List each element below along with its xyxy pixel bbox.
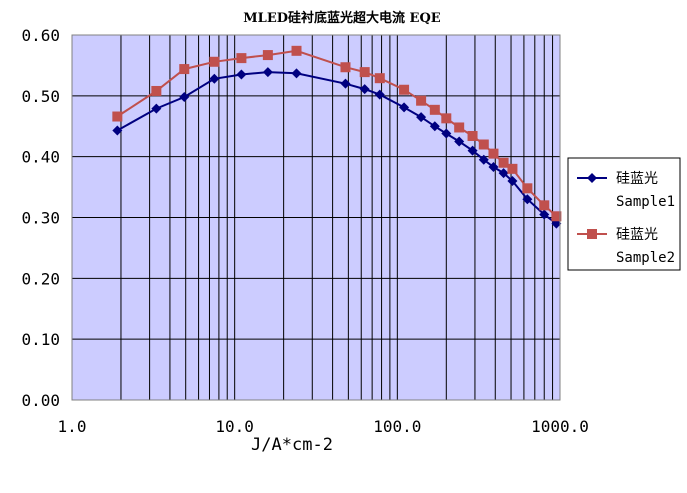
series-1 [112, 67, 562, 229]
data-point [209, 56, 220, 67]
legend-label: Sample1 [616, 194, 675, 210]
data-point [374, 89, 385, 100]
data-point [112, 125, 123, 136]
data-point [112, 111, 123, 122]
y-axis-ticks: 0.00 0.10 0.20 0.30 0.40 0.50 0.60 [21, 26, 60, 410]
data-point [467, 145, 478, 156]
gridlines [72, 35, 560, 400]
legend-box [567, 157, 681, 271]
series-layer [112, 45, 562, 229]
y-tick-label: 0.60 [21, 26, 60, 45]
legend-marker [587, 173, 597, 183]
plot-frame [71, 34, 561, 401]
x-tick-label: 1.0 [58, 417, 87, 436]
x-axis-ticks: 1.0 10.0 100.0 1000.0 [58, 417, 589, 436]
data-point [498, 168, 509, 179]
data-point [262, 67, 273, 78]
legend-label: 硅蓝光 [616, 227, 658, 243]
x-tick-label: 1000.0 [531, 417, 589, 436]
data-point [179, 64, 190, 75]
data-point [441, 128, 452, 139]
data-point [291, 45, 302, 56]
data-point [478, 139, 489, 150]
data-point [236, 53, 247, 64]
data-point [416, 112, 427, 123]
data-point [151, 103, 162, 114]
data-point [236, 69, 247, 80]
data-point [539, 209, 550, 220]
legend-marker [587, 229, 597, 239]
data-point [539, 200, 550, 211]
data-point [551, 211, 562, 222]
data-point [374, 73, 385, 84]
data-point [454, 136, 465, 147]
data-point [522, 183, 533, 194]
x-tick-label: 100.0 [373, 417, 421, 436]
data-point [498, 157, 509, 168]
data-point [399, 84, 410, 95]
data-point [429, 121, 440, 132]
data-point [478, 154, 489, 165]
data-point [488, 148, 499, 159]
data-point [454, 122, 465, 133]
x-tick-label: 10.0 [215, 417, 254, 436]
data-point [340, 62, 351, 73]
y-tick-label: 0.00 [21, 391, 60, 410]
legend: 硅蓝光 Sample1 硅蓝光 Sample2 [567, 157, 681, 271]
data-point [522, 194, 533, 205]
data-point [359, 67, 370, 78]
y-tick-label: 0.40 [21, 148, 60, 167]
data-point [399, 102, 410, 113]
data-point [488, 162, 499, 173]
data-point [359, 84, 370, 95]
data-point [507, 176, 518, 186]
data-point [209, 73, 220, 84]
chart-title: MLED硅衬底蓝光超大电流 EQE [243, 10, 440, 26]
legend-label: 硅蓝光 [616, 171, 658, 187]
data-point [291, 68, 302, 79]
y-tick-label: 0.50 [21, 87, 60, 106]
legend-label: Sample2 [616, 250, 675, 266]
data-point [340, 78, 351, 89]
data-point [441, 113, 452, 124]
data-point [467, 130, 478, 141]
x-axis-label: J/A*cm-2 [251, 435, 333, 455]
data-point [262, 50, 273, 61]
y-tick-label: 0.10 [21, 330, 60, 349]
data-point [179, 92, 190, 103]
y-tick-label: 0.30 [21, 209, 60, 228]
data-point [429, 104, 440, 115]
data-point [151, 85, 162, 96]
data-point [507, 163, 518, 174]
series-2 [112, 45, 562, 222]
data-point [416, 95, 427, 106]
y-tick-label: 0.20 [21, 269, 60, 288]
